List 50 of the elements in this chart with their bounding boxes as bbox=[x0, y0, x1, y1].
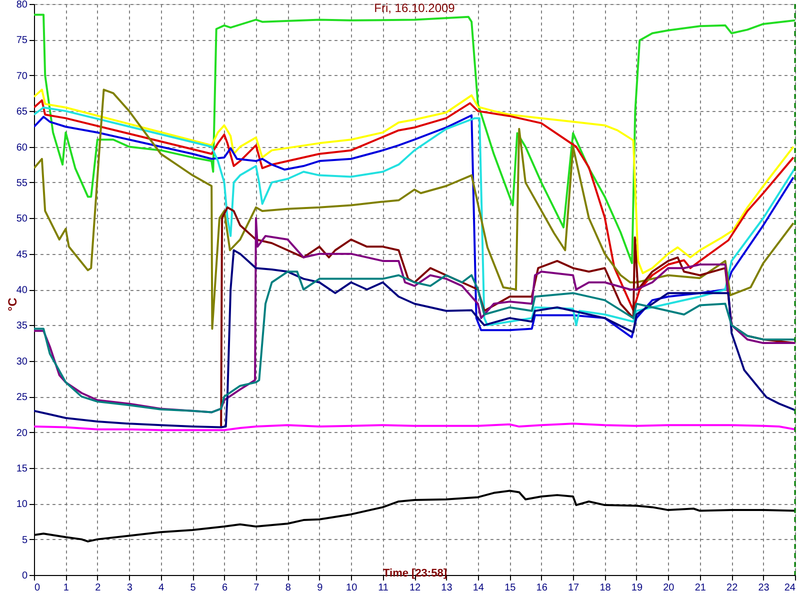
y-tick-label: 55 bbox=[16, 178, 28, 189]
y-tick-label: 70 bbox=[16, 70, 28, 82]
line-series bbox=[220, 206, 795, 428]
x-tick-label: 0 bbox=[34, 582, 40, 594]
x-tick-label: 6 bbox=[222, 582, 228, 594]
x-tick-label: 3 bbox=[126, 582, 133, 594]
x-tick-label: 15 bbox=[504, 582, 516, 594]
line-series bbox=[34, 422, 795, 432]
y-tick-label: 15 bbox=[16, 463, 28, 474]
y-tick-label: 5 bbox=[22, 534, 28, 546]
y-tick-label: 65 bbox=[16, 106, 28, 118]
x-tick-label: 1 bbox=[63, 582, 70, 594]
x-tick-label: 16 bbox=[536, 582, 548, 594]
x-tick-label: 5 bbox=[190, 582, 196, 594]
y-tick-label: 80 bbox=[16, 0, 28, 10]
x-tick-label: 19 bbox=[631, 582, 643, 594]
y-tick-label: 60 bbox=[16, 142, 28, 154]
y-axis-title: °C bbox=[6, 297, 20, 312]
x-tick-label: 12 bbox=[409, 582, 421, 594]
x-tick-label: 10 bbox=[346, 582, 358, 594]
y-tick-label: 75 bbox=[16, 35, 28, 46]
x-tick-label: 2 bbox=[95, 582, 102, 594]
chart-title: Fri, 16.10.2009 bbox=[374, 1, 456, 15]
y-tick-label: 10 bbox=[16, 499, 28, 510]
x-tick-label: 14 bbox=[472, 582, 484, 594]
x-tick-label: 20 bbox=[663, 582, 675, 594]
x-tick-label: 21 bbox=[694, 582, 706, 594]
x-tick-label: 23 bbox=[758, 582, 770, 594]
line-series bbox=[34, 270, 795, 414]
x-tick-label: 7 bbox=[254, 582, 260, 594]
x-tick-label: 9 bbox=[317, 582, 324, 594]
x-tick-label: 13 bbox=[441, 582, 453, 594]
x-tick-label: 22 bbox=[726, 582, 738, 594]
x-tick-label: 17 bbox=[568, 582, 580, 594]
y-tick-label: 50 bbox=[16, 214, 28, 225]
x-tick-label: 24 bbox=[784, 582, 796, 594]
x-tick-label: 8 bbox=[285, 582, 292, 594]
y-tick-label: 40 bbox=[16, 285, 28, 296]
y-tick-label: 30 bbox=[16, 356, 28, 368]
x-tick-label: 18 bbox=[600, 582, 612, 594]
x-tick-label: 4 bbox=[158, 582, 165, 594]
line-series bbox=[34, 249, 795, 428]
y-tick-label: 20 bbox=[16, 428, 28, 439]
y-tick-label: 25 bbox=[16, 392, 28, 404]
x-tick-label: 11 bbox=[378, 582, 389, 594]
line-series bbox=[34, 88, 794, 274]
line-series bbox=[34, 14, 795, 264]
y-tick-label: 35 bbox=[16, 320, 28, 332]
y-tick-label: 45 bbox=[16, 249, 28, 260]
y-tick-label: 0 bbox=[22, 570, 28, 582]
